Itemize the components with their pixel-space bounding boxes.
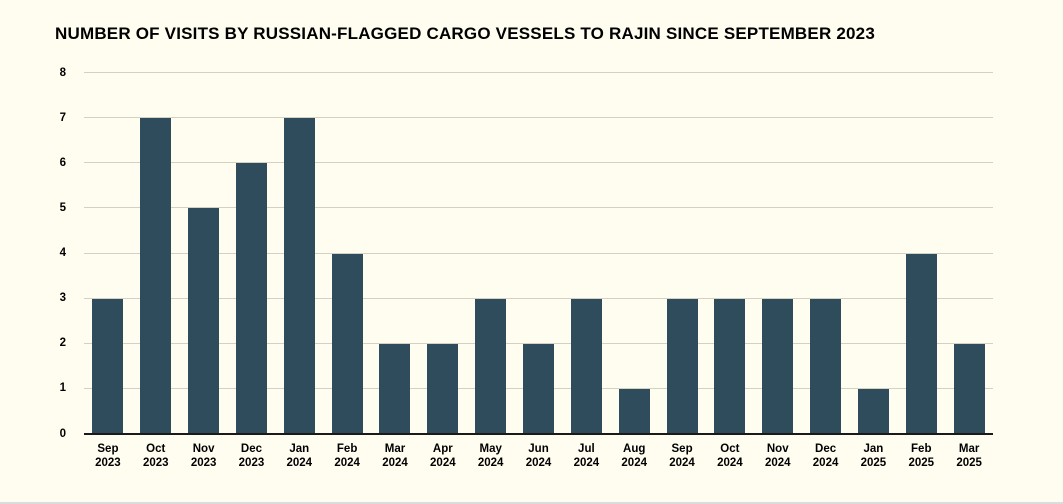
bar-jun-2024 (523, 343, 555, 434)
bar-apr-2024 (427, 343, 459, 434)
bar-slot (228, 73, 276, 434)
x-tick-label-dec-2023: Dec 2023 (238, 443, 265, 469)
bar-slot (419, 73, 467, 434)
x-axis-labels: Sep 2023 Oct 2023 Nov 2023 Dec 2023 Jan 2024… (84, 442, 993, 470)
bar-slot (180, 73, 228, 434)
bar-oct-2024 (714, 298, 746, 434)
bar-slot (84, 73, 132, 434)
bar-slot (610, 73, 658, 434)
bar-may-2024 (475, 298, 507, 434)
bar-sep-2023 (92, 298, 124, 434)
y-tick-label-5: 5 (59, 201, 66, 214)
bar-feb-2025 (905, 253, 937, 434)
y-tick-label-8: 8 (59, 66, 66, 79)
x-tick-label-nov-2023: Nov 2023 (190, 443, 217, 469)
bar-dec-2023 (235, 163, 267, 434)
x-tick-label-may-2024: May 2024 (477, 443, 504, 469)
y-tick-label-2: 2 (59, 337, 66, 349)
x-tick-label-apr-2024: Apr 2024 (430, 443, 456, 469)
gridline-y6 (84, 162, 993, 164)
x-tick-label-dec-2024: Dec 2024 (812, 443, 839, 469)
gridline-y2 (84, 342, 993, 344)
bar-dec-2024 (810, 298, 842, 434)
bar-jan-2024 (283, 118, 315, 434)
bar-slot (275, 73, 323, 434)
bar-aug-2024 (618, 388, 650, 434)
bar-slot (802, 73, 850, 434)
bar-jan-2025 (857, 388, 889, 434)
x-tick-label-nov-2024: Nov 2024 (764, 443, 791, 469)
x-tick-label-jul-2024: Jul 2024 (573, 443, 600, 469)
bar-slot (132, 73, 180, 434)
x-tick-label-sep-2023: Sep 2023 (95, 443, 121, 469)
x-tick-label-feb-2025: Feb 2025 (908, 443, 935, 469)
x-tick-label-aug-2024: Aug 2024 (621, 443, 647, 469)
bar-slot (706, 73, 754, 434)
bar-slot (754, 73, 802, 434)
bar-oct-2023 (140, 118, 172, 434)
x-tick-label-oct-2024: Oct 2024 (717, 443, 743, 469)
x-tick-label-jun-2024: Jun 2024 (525, 443, 552, 469)
bar-slot (371, 73, 419, 434)
bar-mar-2024 (379, 343, 411, 434)
y-tick-label-7: 7 (59, 111, 66, 124)
x-tick-label-mar-2024: Mar 2024 (382, 443, 408, 469)
y-tick-label-3: 3 (59, 291, 66, 304)
bar-slot (850, 73, 898, 434)
x-tick-label-mar-2025: Mar 2025 (956, 443, 982, 469)
x-tick-label-oct-2023: Oct 2023 (142, 443, 169, 469)
gridline-y7 (84, 117, 993, 119)
bar-slot (323, 73, 371, 434)
bar-slot (945, 73, 993, 434)
x-tick-label-sep-2024: Sep 2024 (669, 443, 695, 469)
x-tick-label-feb-2024: Feb 2024 (334, 443, 360, 469)
bar-feb-2024 (331, 253, 363, 434)
bar-sep-2024 (666, 298, 698, 434)
bars-container (84, 73, 993, 434)
bar-slot (467, 73, 515, 434)
gridline-y8 (84, 72, 993, 73)
y-tick-label-0: 0 (59, 427, 66, 440)
bar-slot (562, 73, 610, 434)
y-axis-labels: 0 1 2 3 4 5 6 7 8 (36, 67, 76, 439)
y-tick-label-1: 1 (59, 382, 66, 395)
x-tick-label-jan-2024: Jan 2024 (286, 443, 313, 469)
x-tick-label-jan-2025: Jan 2025 (860, 443, 887, 469)
gridline-y3 (84, 297, 993, 299)
chart-title: NUMBER OF VISITS BY RUSSIAN-FLAGGED CARG… (55, 24, 875, 43)
y-tick-label-4: 4 (59, 246, 66, 259)
bar-slot (515, 73, 563, 434)
bar-nov-2023 (188, 208, 220, 434)
bar-chart-plot-area (84, 72, 993, 435)
bar-nov-2024 (762, 298, 794, 434)
gridline-y4 (84, 252, 993, 254)
bar-slot (897, 73, 945, 434)
bar-mar-2025 (953, 343, 985, 434)
y-tick-label-6: 6 (59, 156, 66, 169)
x-axis-line (84, 433, 993, 435)
bar-slot (658, 73, 706, 434)
bar-jul-2024 (570, 298, 602, 434)
gridline-y5 (84, 207, 993, 209)
